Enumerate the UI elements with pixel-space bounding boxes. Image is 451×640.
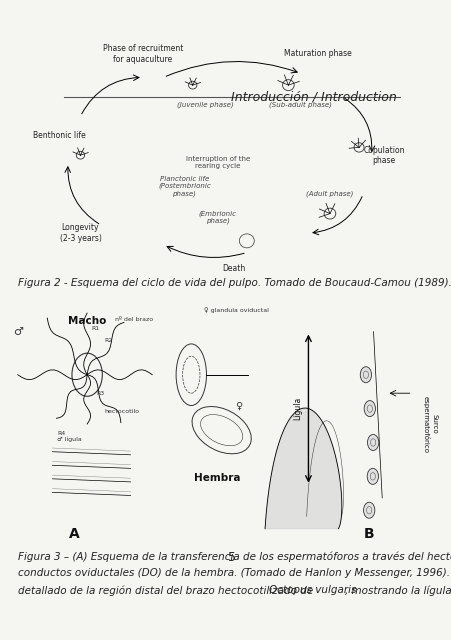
Text: Figura 3 – (A) Esquema de la transferencia de los espermatóforos a través del he: Figura 3 – (A) Esquema de la transferenc… [18, 552, 451, 562]
Text: R3: R3 [96, 390, 104, 396]
Text: Figura 2 - Esquema del ciclo de vida del pulpo. Tomado de Boucaud-Camou (1989).: Figura 2 - Esquema del ciclo de vida del… [18, 278, 451, 288]
Text: (Sub-adult phase): (Sub-adult phase) [269, 101, 331, 108]
Circle shape [364, 401, 375, 417]
Text: Octopus vulgaris: Octopus vulgaris [268, 585, 355, 595]
Text: Longevity
(2-3 years): Longevity (2-3 years) [60, 223, 101, 243]
Text: Planctonic life
(Postembrionic
phase): Planctonic life (Postembrionic phase) [158, 176, 210, 197]
Text: A: A [69, 527, 79, 541]
Text: Macho: Macho [68, 316, 106, 326]
Text: ♀ glandula oviductal: ♀ glandula oviductal [204, 307, 269, 313]
Text: R4: R4 [57, 431, 65, 436]
Text: nº del brazo: nº del brazo [115, 317, 153, 322]
Text: Introducción / Introduction: Introducción / Introduction [230, 91, 396, 104]
Text: Hembra: Hembra [193, 474, 240, 483]
Circle shape [367, 435, 378, 451]
Text: R2: R2 [105, 339, 113, 343]
Text: detallado de la región distal del brazo hectocotilizado de: detallado de la región distal del brazo … [18, 585, 316, 596]
Text: Copulation
phase: Copulation phase [363, 145, 404, 165]
Text: B: B [363, 527, 374, 541]
Text: (Juvenile phase): (Juvenile phase) [176, 101, 233, 108]
Text: hectocotilo: hectocotilo [104, 409, 139, 414]
Text: Benthonic life: Benthonic life [33, 131, 86, 140]
Text: Lígula: Lígula [292, 397, 301, 420]
Circle shape [366, 468, 377, 484]
Circle shape [363, 502, 374, 518]
Text: Phase of recruitment
for aquaculture: Phase of recruitment for aquaculture [102, 44, 183, 63]
Text: Maturation phase: Maturation phase [283, 49, 350, 58]
Text: (Embrionic
phase): (Embrionic phase) [198, 211, 236, 225]
Polygon shape [264, 408, 341, 529]
Text: ♂ lígula: ♂ lígula [57, 436, 81, 442]
Text: conductos oviductales (DO) de la hembra. (Tomado de Hanlon y Messenger, 1996). (: conductos oviductales (DO) de la hembra.… [18, 568, 451, 579]
Text: Death: Death [222, 264, 245, 273]
Text: (Adult phase): (Adult phase) [306, 191, 353, 197]
Text: Surco
espermatofórico: Surco espermatofórico [422, 396, 436, 452]
Text: Interruption of the
rearing cycle: Interruption of the rearing cycle [185, 157, 249, 170]
Circle shape [359, 367, 371, 383]
Text: ♂: ♂ [13, 326, 23, 337]
Text: R1: R1 [92, 326, 100, 331]
Text: , mostrando la lígula.: , mostrando la lígula. [344, 585, 451, 596]
Text: 5: 5 [227, 550, 235, 564]
Text: ♀: ♀ [235, 401, 242, 410]
